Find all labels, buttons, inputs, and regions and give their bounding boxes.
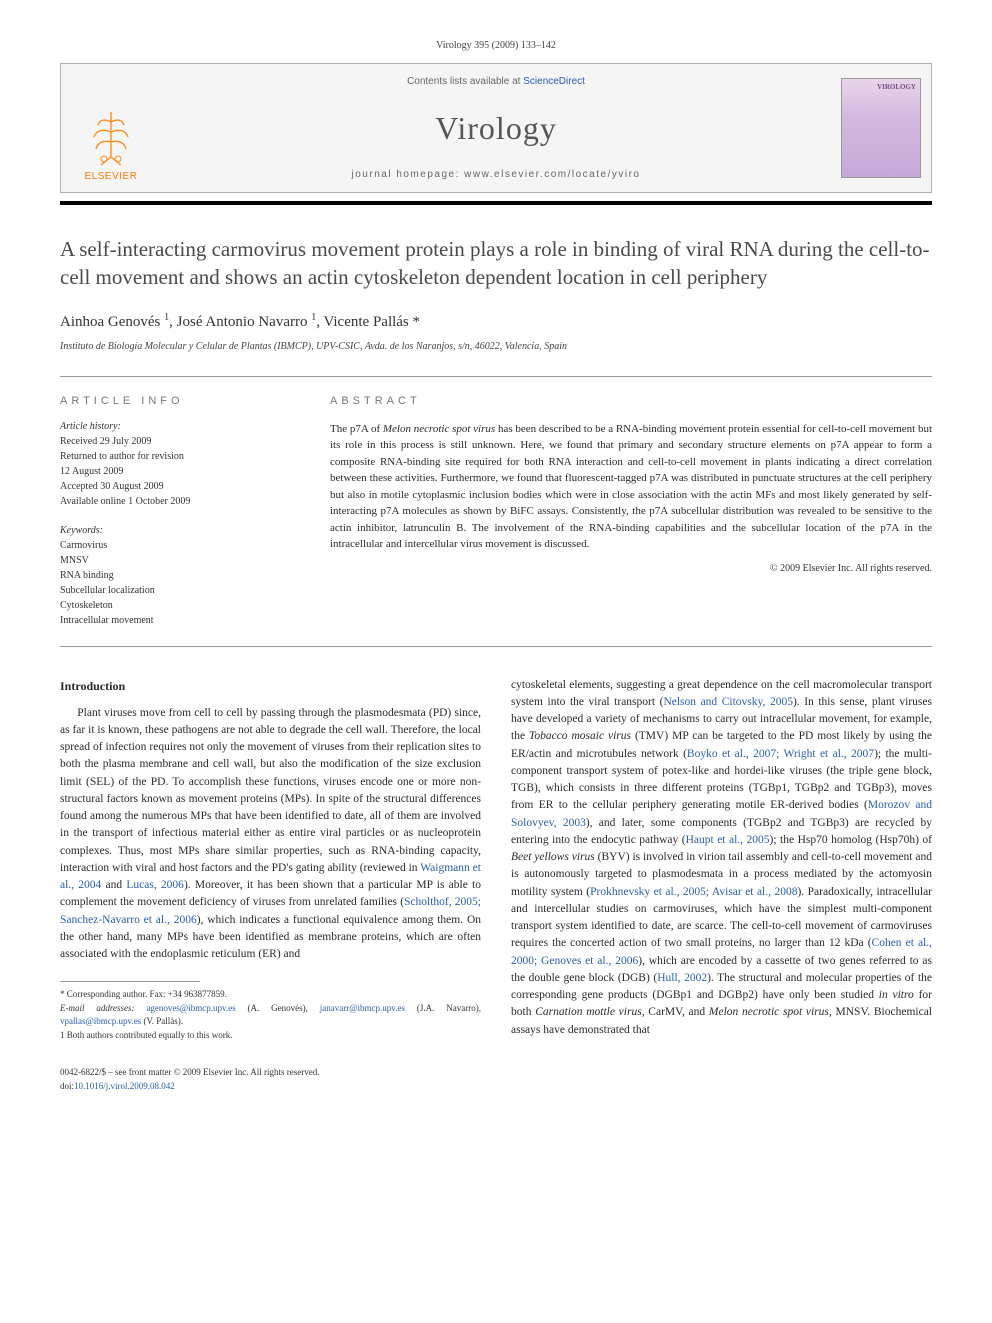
abstract-label: ABSTRACT bbox=[330, 395, 932, 407]
contents-line: Contents lists available at ScienceDirec… bbox=[161, 76, 831, 87]
body-paragraph-1: Plant viruses move from cell to cell by … bbox=[60, 705, 481, 964]
article-info-label: ARTICLE INFO bbox=[60, 395, 290, 407]
abstract-text: The p7A of Melon necrotic spot virus has… bbox=[330, 421, 932, 553]
bottom-divider bbox=[60, 646, 932, 647]
homepage-line: journal homepage: www.elsevier.com/locat… bbox=[161, 169, 831, 180]
doi-line: doi:10.1016/j.virol.2009.08.042 bbox=[60, 1080, 481, 1094]
corresponding-author-note: * Corresponding author. Fax: +34 9638778… bbox=[60, 988, 481, 1002]
doi-prefix: doi: bbox=[60, 1081, 74, 1091]
elsevier-label: ELSEVIER bbox=[85, 171, 138, 182]
masthead-divider-bar bbox=[60, 201, 932, 205]
article-info-column: ARTICLE INFO Article history: Received 2… bbox=[60, 395, 290, 628]
history-item: Available online 1 October 2009 bbox=[60, 494, 290, 509]
contents-prefix: Contents lists available at bbox=[407, 76, 523, 87]
homepage-url: www.elsevier.com/locate/yviro bbox=[464, 169, 640, 180]
keywords-label: Keywords: bbox=[60, 525, 290, 536]
doi-link[interactable]: 10.1016/j.virol.2009.08.042 bbox=[74, 1081, 175, 1091]
history-item: 12 August 2009 bbox=[60, 464, 290, 479]
journal-title: Virology bbox=[161, 110, 831, 147]
body-paragraph-2: cytoskeletal elements, suggesting a grea… bbox=[511, 677, 932, 1039]
body-columns: Introduction Plant viruses move from cel… bbox=[60, 677, 932, 1094]
authors-line: Ainhoa Genovés 1, José Antonio Navarro 1… bbox=[60, 312, 932, 331]
footnotes-block: * Corresponding author. Fax: +34 9638778… bbox=[60, 988, 481, 1042]
emails-label: E-mail addresses: bbox=[60, 1003, 146, 1013]
keyword-item: Subcellular localization bbox=[60, 583, 290, 598]
affiliation: Instituto de Biología Molecular y Celula… bbox=[60, 341, 932, 352]
email-addresses: E-mail addresses: agenoves@ibmcp.upv.es … bbox=[60, 1002, 481, 1029]
abstract-copyright: © 2009 Elsevier Inc. All rights reserved… bbox=[330, 563, 932, 574]
keywords-list: Carmovirus MNSV RNA binding Subcellular … bbox=[60, 538, 290, 628]
keyword-item: RNA binding bbox=[60, 568, 290, 583]
history-list: Received 29 July 2009 Returned to author… bbox=[60, 434, 290, 509]
keyword-item: Cytoskeleton bbox=[60, 598, 290, 613]
homepage-prefix: journal homepage: bbox=[352, 169, 465, 180]
abstract-column: ABSTRACT The p7A of Melon necrotic spot … bbox=[330, 395, 932, 628]
publisher-logo-block: ELSEVIER bbox=[61, 64, 161, 192]
history-item: Received 29 July 2009 bbox=[60, 434, 290, 449]
history-label: Article history: bbox=[60, 421, 290, 432]
front-matter-line: 0042-6822/$ – see front matter © 2009 El… bbox=[60, 1066, 481, 1080]
elsevier-tree-icon bbox=[86, 107, 136, 167]
journal-cover-thumbnail: VIROLOGY bbox=[841, 78, 921, 178]
keyword-item: Carmovirus bbox=[60, 538, 290, 553]
footnotes-rule bbox=[60, 981, 200, 982]
keyword-item: MNSV bbox=[60, 553, 290, 568]
history-item: Accepted 30 August 2009 bbox=[60, 479, 290, 494]
journal-masthead: ELSEVIER Contents lists available at Sci… bbox=[60, 63, 932, 193]
article-title: A self-interacting carmovirus movement p… bbox=[60, 235, 932, 292]
history-item: Returned to author for revision bbox=[60, 449, 290, 464]
equal-contribution-note: 1 Both authors contributed equally to th… bbox=[60, 1029, 481, 1043]
cover-label: VIROLOGY bbox=[877, 83, 916, 91]
introduction-heading: Introduction bbox=[60, 677, 481, 695]
keyword-item: Intracellular movement bbox=[60, 613, 290, 628]
sciencedirect-link[interactable]: ScienceDirect bbox=[523, 76, 585, 87]
footer-block: 0042-6822/$ – see front matter © 2009 El… bbox=[60, 1066, 481, 1093]
journal-citation: Virology 395 (2009) 133–142 bbox=[60, 40, 932, 51]
